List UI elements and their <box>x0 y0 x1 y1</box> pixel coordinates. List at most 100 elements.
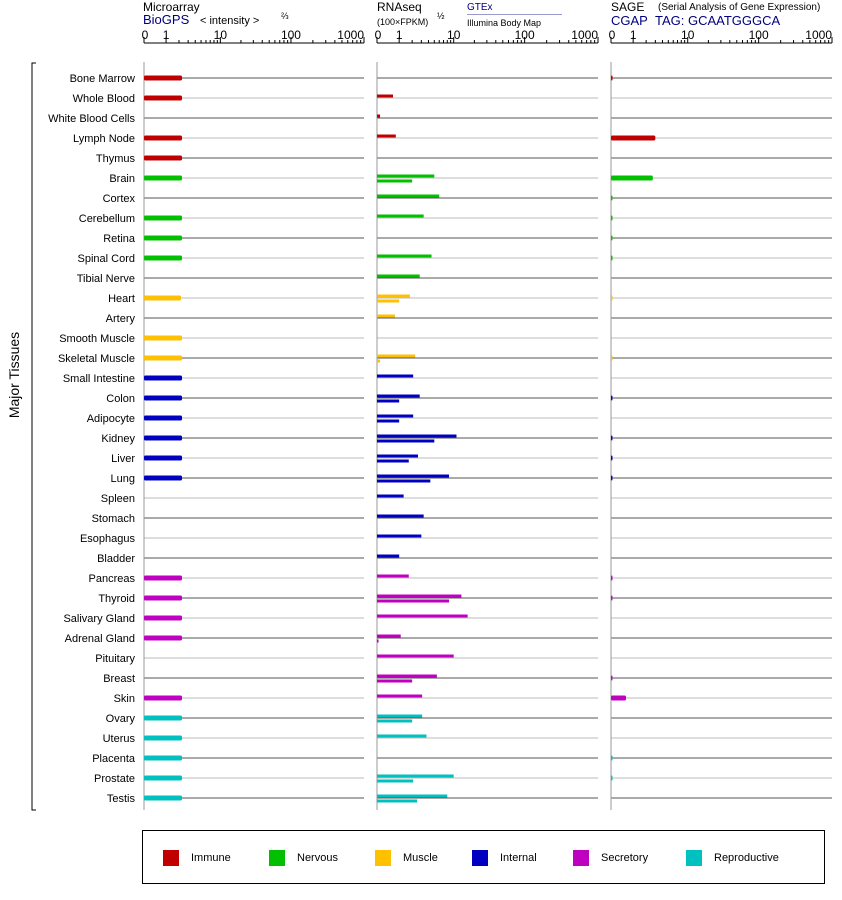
tick-label: 1 <box>630 28 637 42</box>
tick-label: 100 <box>515 28 535 42</box>
tick-label: 0 <box>142 28 149 42</box>
bar-sage <box>611 355 613 361</box>
bar-sage <box>611 255 613 261</box>
tissue-label: Artery <box>106 313 136 325</box>
bar-gtex <box>377 134 396 138</box>
bar-microarray <box>144 375 183 381</box>
bar-gtex <box>377 114 381 118</box>
bar-gtex <box>377 434 457 438</box>
tick-label: 1000 <box>337 28 364 42</box>
tissue-label: Spinal Cord <box>78 253 135 265</box>
bar-gtex <box>377 594 462 598</box>
tissue-label: Bone Marrow <box>70 73 135 85</box>
tissue-label: Pituitary <box>95 653 135 665</box>
legend-item-internal: Internal <box>472 850 537 868</box>
legend-item-immune: Immune <box>163 850 231 868</box>
tick-label: 1000 <box>805 28 832 42</box>
tick-label: 10 <box>681 28 695 42</box>
bar-microarray <box>144 415 183 421</box>
tick-label: 100 <box>281 28 301 42</box>
bar-sage <box>611 695 627 701</box>
panel-rnaseq: 0 1 10 100 1000 <box>375 28 599 810</box>
bar-microarray <box>144 775 183 781</box>
bar-sage <box>611 775 613 781</box>
tissue-label: Adipocyte <box>87 413 135 425</box>
bar-gtex <box>377 734 427 738</box>
bar-illumina-body-map <box>377 299 400 303</box>
sage-source: CGAP <box>611 13 648 28</box>
bar-microarray <box>144 175 183 181</box>
bar-gtex <box>377 374 414 378</box>
tissue-label: Small Intestine <box>63 373 135 385</box>
bar-microarray <box>144 215 183 221</box>
bar-gtex <box>377 214 424 218</box>
bar-microarray <box>144 435 183 441</box>
bar-microarray <box>144 235 183 241</box>
bar-sage <box>611 435 613 441</box>
bar-microarray <box>144 455 183 461</box>
bar-sage <box>611 475 613 481</box>
bar-illumina-body-map <box>377 779 414 783</box>
bar-gtex <box>377 94 394 98</box>
legend-item-secretory: Secretory <box>573 850 648 868</box>
sage-tag: TAG: GCAATGGGCA <box>655 13 781 28</box>
bar-sage <box>611 455 613 461</box>
tissue-label: Esophagus <box>80 533 136 545</box>
bar-sage <box>611 755 613 761</box>
bar-illumina-body-map <box>377 179 413 183</box>
tissue-label: Prostate <box>94 773 135 785</box>
legend-label: Muscle <box>403 852 438 864</box>
legend-label: Secretory <box>601 852 649 864</box>
legend-swatch <box>472 850 488 866</box>
tick-label: 1 <box>163 28 170 42</box>
bar-microarray <box>144 295 182 301</box>
bar-illumina-body-map <box>377 459 409 463</box>
legend-item-reproductive: Reproductive <box>686 850 779 868</box>
tissue-label: Whole Blood <box>73 93 135 105</box>
tissue-label: Bladder <box>97 553 135 565</box>
bar-microarray <box>144 795 183 801</box>
tissue-label: Retina <box>103 233 136 245</box>
bar-microarray <box>144 155 183 161</box>
bar-gtex <box>377 514 424 518</box>
bar-gtex <box>377 794 448 798</box>
tissue-label: Stomach <box>92 513 135 525</box>
bar-illumina-body-map <box>377 419 400 423</box>
bar-sage <box>611 235 613 241</box>
y-group-label: Major Tissues <box>6 332 22 418</box>
bar-illumina-body-map <box>377 639 379 643</box>
microarray-source: BioGPS <box>143 12 190 27</box>
legend-swatch <box>269 850 285 866</box>
legend: Immune Nervous Muscle Internal Secretory… <box>142 830 825 884</box>
rnaseq-title: RNAseq <box>377 0 422 14</box>
tick-label: 1000 <box>571 28 598 42</box>
bar-sage <box>611 215 613 221</box>
bar-gtex <box>377 474 450 478</box>
tick-label: 100 <box>749 28 769 42</box>
legend-swatch <box>686 850 702 866</box>
tissue-label: Uterus <box>103 733 136 745</box>
tick-label: 0 <box>609 28 616 42</box>
tissue-label: Testis <box>107 793 136 805</box>
tissue-label: Cerebellum <box>79 213 135 225</box>
bar-microarray <box>144 75 183 81</box>
bar-microarray <box>144 695 183 701</box>
bar-gtex <box>377 394 420 398</box>
bar-illumina-body-map <box>377 799 418 803</box>
bar-gtex <box>377 694 423 698</box>
tissue-label: Thymus <box>96 153 136 165</box>
tissue-label: Kidney <box>101 433 135 445</box>
tissue-label: Skeletal Muscle <box>58 353 135 365</box>
bar-sage <box>611 175 653 181</box>
source-divider <box>467 14 562 15</box>
tissue-label: White Blood Cells <box>48 113 135 125</box>
tissue-label: Salivary Gland <box>63 613 135 625</box>
bar-illumina-body-map <box>377 359 381 363</box>
bar-sage <box>611 295 613 301</box>
bar-illumina-body-map <box>377 439 435 443</box>
tissue-label: Cortex <box>103 193 136 205</box>
sage-title: SAGE <box>611 0 645 14</box>
legend-label: Nervous <box>297 852 338 864</box>
tick-label: 1 <box>396 28 403 42</box>
